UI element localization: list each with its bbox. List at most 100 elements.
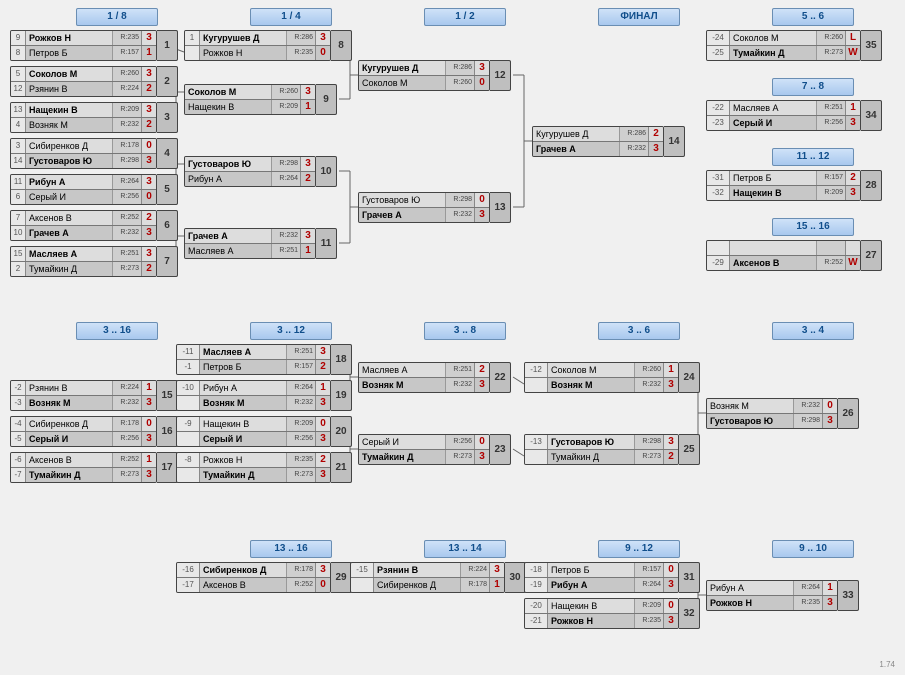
match-row: 15Масляев АR:2513 (11, 247, 156, 261)
player-name: Рожков Н (707, 596, 794, 610)
match-row: Возняк МR:2323 (525, 377, 678, 392)
seed-cell: -10 (177, 381, 200, 395)
match: -6Аксенов ВR:2521-7Тумайкин ДR:273317 (10, 452, 178, 483)
rating-cell: R:298 (113, 154, 142, 168)
match-number: 13 (490, 192, 511, 223)
player-name: Рзянин В (26, 82, 113, 96)
player-name: Возняк М (359, 378, 446, 392)
score-cell: 0 (316, 417, 330, 431)
match-row: Кугурушев ДR:2863 (359, 61, 489, 75)
seed-cell: 14 (11, 154, 26, 168)
player-name: Рибун А (707, 581, 794, 595)
rating-cell: R:260 (113, 67, 142, 81)
seed-cell: -16 (177, 563, 200, 577)
player-name: Сибиренков Д (374, 578, 461, 592)
match: -29Аксенов ВR:252W27 (706, 240, 882, 271)
score-cell: 0 (142, 190, 156, 204)
round-header: 11 .. 12 (772, 148, 854, 166)
match: -9Нащекин ВR:2090Серый ИR:256320 (176, 416, 352, 447)
match: 9Рожков НR:23538Петров БR:15711 (10, 30, 178, 61)
match-number: 7 (157, 246, 178, 277)
rating-cell: R:232 (446, 378, 475, 392)
match: Кугурушев ДR:2863Соколов МR:260012 (358, 60, 511, 91)
match-row: Масляев АR:2511 (185, 243, 315, 258)
match: 3Сибиренков ДR:178014Густоваров ЮR:29834 (10, 138, 178, 169)
round-header: 3 .. 12 (250, 322, 332, 340)
match-row: 5Соколов МR:2603 (11, 67, 156, 81)
score-cell: 1 (664, 363, 678, 377)
seed-cell (351, 578, 374, 592)
score-cell: 3 (475, 61, 489, 75)
match: Серый ИR:2560Тумайкин ДR:273323 (358, 434, 511, 465)
match: -24Соколов МR:260L-25Тумайкин ДR:273W35 (706, 30, 882, 61)
match: 11Рибун АR:26436Серый ИR:25605 (10, 174, 178, 205)
match-row: Соколов МR:2600 (359, 75, 489, 90)
seed-cell: 9 (11, 31, 26, 45)
match: Масляев АR:2512Возняк МR:232322 (358, 362, 511, 393)
player-name: Кугурушев Д (359, 61, 446, 75)
player-name: Петров Б (548, 563, 635, 577)
score-cell: 3 (142, 432, 156, 446)
match-row: Рожков НR:2350 (185, 45, 330, 60)
match-number: 10 (316, 156, 337, 187)
score-cell: 0 (664, 599, 678, 613)
rating-cell: R:232 (620, 142, 649, 156)
round-header: 9 .. 12 (598, 540, 680, 558)
match-number: 14 (664, 126, 685, 157)
player-name: Серый И (200, 432, 287, 446)
rating-cell: R:260 (817, 31, 846, 45)
match-number: 18 (331, 344, 352, 375)
match: Густоваров ЮR:2983Рибун АR:264210 (184, 156, 337, 187)
score-cell: 0 (475, 76, 489, 90)
score-cell: 3 (142, 154, 156, 168)
score-cell: 0 (664, 563, 678, 577)
match-row: -31Петров БR:1572 (707, 171, 860, 185)
match-number: 12 (490, 60, 511, 91)
player-name: Масляев А (730, 101, 817, 115)
match-row: -21Рожков НR:2353 (525, 613, 678, 628)
round-header: 3 .. 8 (424, 322, 506, 340)
rating-cell: R:224 (113, 82, 142, 96)
match-number: 21 (331, 452, 352, 483)
seed-cell: -3 (11, 396, 26, 410)
match-row: -18Петров БR:1570 (525, 563, 678, 577)
match-number: 23 (490, 434, 511, 465)
round-header: 7 .. 8 (772, 78, 854, 96)
round-header: 5 .. 6 (772, 8, 854, 26)
match: 1Кугурушев ДR:2863Рожков НR:23508 (184, 30, 352, 61)
seed-cell: -31 (707, 171, 730, 185)
player-name: Соколов М (359, 76, 446, 90)
round-header: ФИНАЛ (598, 8, 680, 26)
score-cell: 0 (316, 46, 330, 60)
player-name: Возняк М (707, 399, 794, 413)
player-name: Густоваров Ю (26, 154, 113, 168)
match: Возняк МR:2320Густоваров ЮR:298326 (706, 398, 859, 429)
score-cell: 3 (142, 175, 156, 189)
match: -8Рожков НR:2352Тумайкин ДR:273321 (176, 452, 352, 483)
match-number: 1 (157, 30, 178, 61)
match: -13Густоваров ЮR:2983Тумайкин ДR:273225 (524, 434, 700, 465)
match-row: Кугурушев ДR:2862 (533, 127, 663, 141)
rating-cell: R:286 (287, 31, 316, 45)
match: Грачев АR:2323Масляев АR:251111 (184, 228, 337, 259)
score-cell: 3 (475, 208, 489, 222)
rating-cell: R:286 (620, 127, 649, 141)
match-row (707, 241, 860, 255)
score-cell: 2 (846, 171, 860, 185)
rating-cell: R:264 (287, 381, 316, 395)
score-cell: 1 (846, 101, 860, 115)
rating-cell: R:273 (635, 450, 664, 464)
match-row: -9Нащекин ВR:2090 (177, 417, 330, 431)
rating-cell: R:232 (446, 208, 475, 222)
match: -4Сибиренков ДR:1780-5Серый ИR:256316 (10, 416, 178, 447)
seed-cell: -20 (525, 599, 548, 613)
match-row: Масляев АR:2512 (359, 363, 489, 377)
score-cell: 3 (823, 596, 837, 610)
match-row: Соколов МR:2603 (185, 85, 315, 99)
player-name: Возняк М (548, 378, 635, 392)
rating-cell: R:298 (272, 157, 301, 171)
rating-cell: R:251 (446, 363, 475, 377)
player-name: Рибун А (26, 175, 113, 189)
rating-cell: R:256 (817, 116, 846, 130)
score-cell: 1 (823, 581, 837, 595)
